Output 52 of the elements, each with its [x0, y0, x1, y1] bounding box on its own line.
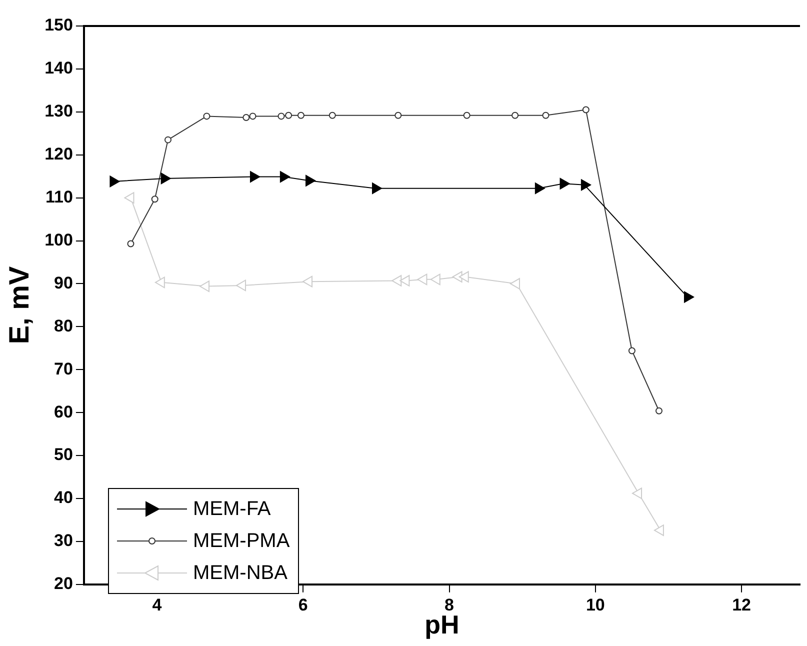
point: [417, 274, 428, 286]
point: [430, 274, 440, 286]
legend-label: MEM-FA: [193, 498, 271, 520]
y-tick-label: 110: [46, 188, 73, 207]
point: [236, 280, 246, 292]
point: [632, 488, 642, 500]
y-tick-label: 30: [54, 531, 73, 550]
y-tick-label: 130: [44, 102, 73, 121]
y-tick-label: 50: [54, 445, 73, 464]
point: [302, 276, 313, 288]
y-tick-label: 80: [54, 316, 73, 336]
point: [512, 112, 519, 119]
point: [542, 112, 550, 119]
x-tick-label: 12: [732, 595, 752, 614]
point: [297, 112, 304, 119]
point: [151, 196, 158, 203]
point: [655, 407, 662, 414]
y-tick-label: 100: [44, 230, 73, 250]
point: [242, 114, 250, 121]
legend-label: MEM-PMA: [193, 530, 290, 552]
y-tick-label: 60: [54, 402, 73, 422]
point: [285, 112, 292, 119]
point: [582, 106, 590, 114]
x-tick-label: 10: [586, 595, 605, 614]
point: [392, 275, 402, 286]
point: [394, 112, 402, 119]
y-tick-label: 150: [44, 16, 73, 35]
point: [463, 112, 470, 119]
point: [510, 278, 520, 290]
point: [249, 112, 256, 120]
point: [124, 192, 134, 204]
y-axis-title: E, mV: [4, 266, 35, 344]
point: [164, 136, 172, 144]
point: [199, 280, 210, 292]
legend-label: MEM-NBA: [193, 562, 288, 584]
x-tick-label: 6: [298, 595, 308, 614]
y-tick-label: 90: [54, 273, 73, 292]
y-tick-label: 140: [44, 58, 73, 78]
y-tick-label: 40: [54, 488, 73, 508]
x-tick-label: 4: [152, 595, 162, 614]
point: [628, 347, 636, 354]
point: [654, 524, 664, 536]
point: [328, 112, 336, 119]
point: [458, 271, 469, 283]
y-tick-label: 120: [44, 144, 73, 164]
point: [400, 275, 410, 286]
point: [278, 112, 285, 120]
point: [154, 276, 165, 288]
y-tick-label: 70: [54, 359, 73, 378]
y-tick-label: 20: [54, 574, 73, 594]
point: [203, 112, 210, 120]
point: [127, 240, 134, 248]
